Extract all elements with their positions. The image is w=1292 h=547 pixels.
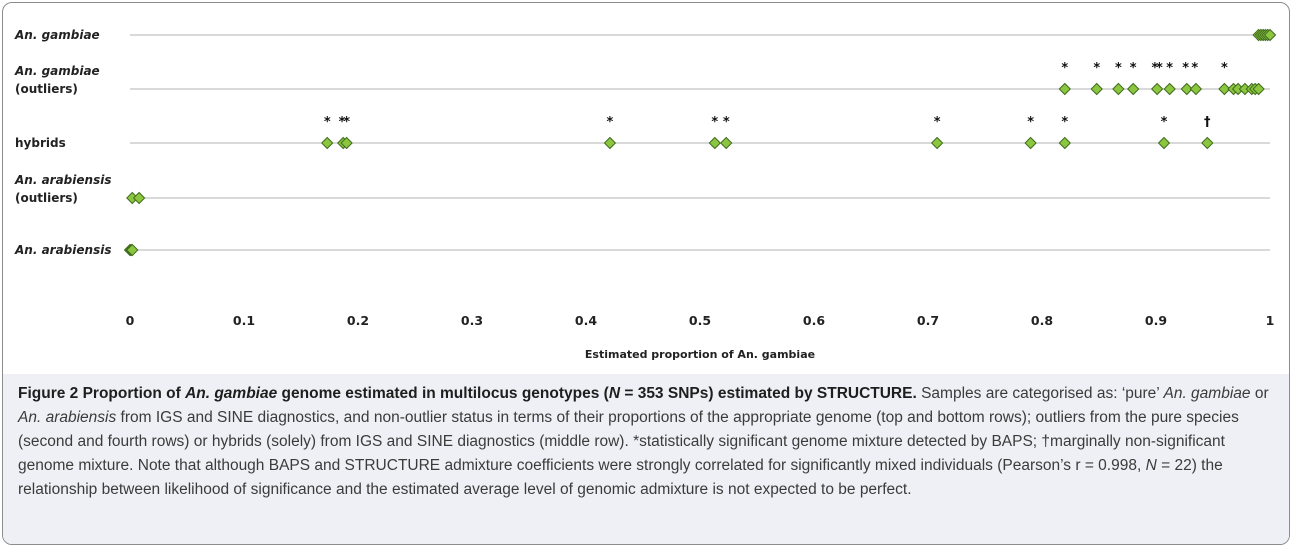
x-tick-label: 0.2 [347, 313, 369, 328]
caption-text-run: from IGS and SINE diagnostics, and non-o… [18, 409, 1239, 474]
row-label: hybrids [15, 136, 66, 150]
data-point [720, 136, 733, 150]
caption-text-run: or [1250, 385, 1269, 402]
data-point [1157, 136, 1171, 150]
significance-mark: * [1161, 115, 1168, 130]
x-tick-label: 0.9 [1145, 313, 1167, 328]
caption-text-run: An. gambiae [1163, 385, 1251, 402]
data-point [1252, 82, 1265, 96]
caption-text-run: Figure 2 Proportion of [18, 385, 186, 402]
data-point [1201, 136, 1214, 150]
data-point [930, 136, 944, 150]
significance-mark: * [1093, 61, 1100, 76]
row-label: An. gambiae [14, 28, 100, 42]
row-label: An. arabiensis [14, 173, 111, 187]
data-point [603, 136, 617, 150]
significance-mark: * [339, 115, 346, 130]
caption-text-run: An. arabiensis [18, 409, 117, 426]
caption-body: Samples are categorised as: ‘pure’ An. g… [18, 385, 1269, 498]
data-point [126, 243, 139, 257]
significance-mark: * [723, 115, 730, 130]
caption-text-run: genome estimated in multilocus genotypes… [277, 385, 609, 402]
figure-caption: Figure 2 Proportion of An. gambiae genom… [18, 382, 1270, 502]
significance-mark: † [1204, 115, 1211, 130]
data-point [1058, 82, 1072, 96]
data-points [123, 28, 1277, 257]
significance-marks: * * * * ** * * * ** ** * * * * * * * † [324, 61, 1228, 130]
data-point [1058, 136, 1072, 150]
significance-mark: * [1027, 115, 1034, 130]
x-tick-label: 1 [1266, 313, 1275, 328]
rows-layer: An. gambiae An. gambiae (outliers) hybrids A… [14, 28, 1270, 257]
data-point [1150, 82, 1164, 96]
significance-mark: * [711, 115, 718, 130]
x-tick-label: 0.4 [575, 313, 597, 328]
data-point [132, 191, 146, 205]
data-point [1024, 136, 1037, 150]
caption-text-run: N [1145, 457, 1157, 474]
row-label: (outliers) [15, 82, 78, 96]
data-point [1180, 82, 1193, 96]
caption-text-run: = 353 SNPs) estimated by STRUCTURE. [620, 385, 917, 402]
data-point [1163, 82, 1176, 96]
data-point [1263, 28, 1277, 42]
significance-mark: * [1191, 61, 1198, 76]
row-label: An. gambiae [14, 64, 100, 78]
significance-mark: * [324, 115, 331, 130]
caption-title: Figure 2 Proportion of An. gambiae genom… [18, 385, 917, 402]
caption-background [3, 374, 1289, 544]
significance-mark: * [1061, 115, 1068, 130]
x-tick-label: 0 [126, 313, 135, 328]
significance-mark: * [1221, 61, 1228, 76]
caption-text-run: N [608, 385, 621, 402]
data-point [1126, 82, 1140, 96]
x-tick-label: 0.8 [1031, 313, 1053, 328]
admixture-chart: An. gambiae An. gambiae (outliers) hybrids A… [14, 28, 1277, 361]
row-label: An. arabiensis [14, 243, 111, 257]
x-tick-label: 0.3 [461, 313, 483, 328]
caption-text-run: = 22) the relationship between likelihoo… [18, 457, 1223, 498]
row-label: (outliers) [15, 191, 78, 205]
data-point [1189, 82, 1203, 96]
x-axis-label: Estimated proportion of An. gambiae [585, 348, 815, 361]
caption-text-run: Samples are categorised as: ‘pure’ [916, 385, 1164, 402]
significance-mark: * [1061, 61, 1068, 76]
data-point [708, 136, 722, 150]
significance-mark: * [343, 115, 350, 130]
significance-mark: * [607, 115, 614, 130]
significance-mark: * [1130, 61, 1137, 76]
x-tick-label: 0.1 [233, 313, 255, 328]
significance-mark: * [1166, 61, 1173, 76]
data-point [1090, 82, 1103, 96]
x-tick-label: 0.7 [917, 313, 939, 328]
data-point [1112, 82, 1125, 96]
data-point [340, 136, 353, 150]
data-point [1218, 82, 1231, 96]
data-point [321, 136, 334, 150]
significance-mark: * [1115, 61, 1122, 76]
x-tick-label: 0.6 [803, 313, 825, 328]
caption-text-run: An. gambiae [185, 385, 278, 402]
significance-mark: * [934, 115, 941, 130]
x-tick-label: 0.5 [689, 313, 711, 328]
x-axis-ticks: 0 0.1 0.2 0.3 0.4 0.5 0.6 0.7 0.8 0.9 1 [126, 313, 1275, 328]
significance-mark: * [1182, 61, 1189, 76]
significance-mark: * [1151, 61, 1158, 76]
significance-mark: * [1156, 61, 1163, 76]
